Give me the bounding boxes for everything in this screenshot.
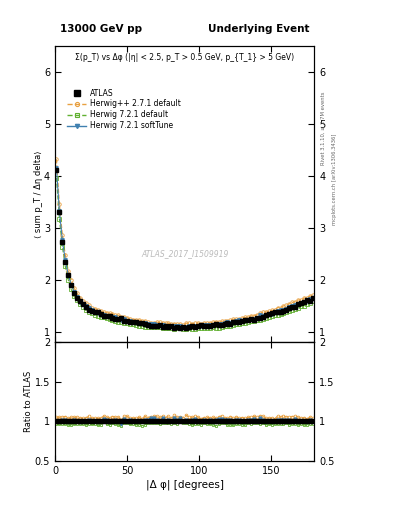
Legend: ATLAS, Herwig++ 2.7.1 default, Herwig 7.2.1 default, Herwig 7.2.1 softTune: ATLAS, Herwig++ 2.7.1 default, Herwig 7.… — [64, 86, 184, 133]
Text: 13000 GeV pp: 13000 GeV pp — [60, 24, 142, 34]
Text: Rivet 3.1.10, ≥ 2.7M events: Rivet 3.1.10, ≥ 2.7M events — [320, 91, 325, 165]
Text: ATLAS_2017_I1509919: ATLAS_2017_I1509919 — [141, 249, 228, 258]
Y-axis label: ⟨ sum p_T / Δη delta⟩: ⟨ sum p_T / Δη delta⟩ — [33, 151, 42, 238]
Y-axis label: Ratio to ATLAS: Ratio to ATLAS — [24, 371, 33, 432]
X-axis label: |Δ φ| [degrees]: |Δ φ| [degrees] — [146, 480, 224, 490]
Text: Σ(p_T) vs Δφ (|η| < 2.5, p_T > 0.5 GeV, p_{T_1} > 5 GeV): Σ(p_T) vs Δφ (|η| < 2.5, p_T > 0.5 GeV, … — [75, 53, 294, 62]
Text: Underlying Event: Underlying Event — [208, 24, 309, 34]
Text: mcplots.cern.ch [arXiv:1306.3436]: mcplots.cern.ch [arXiv:1306.3436] — [332, 134, 337, 225]
